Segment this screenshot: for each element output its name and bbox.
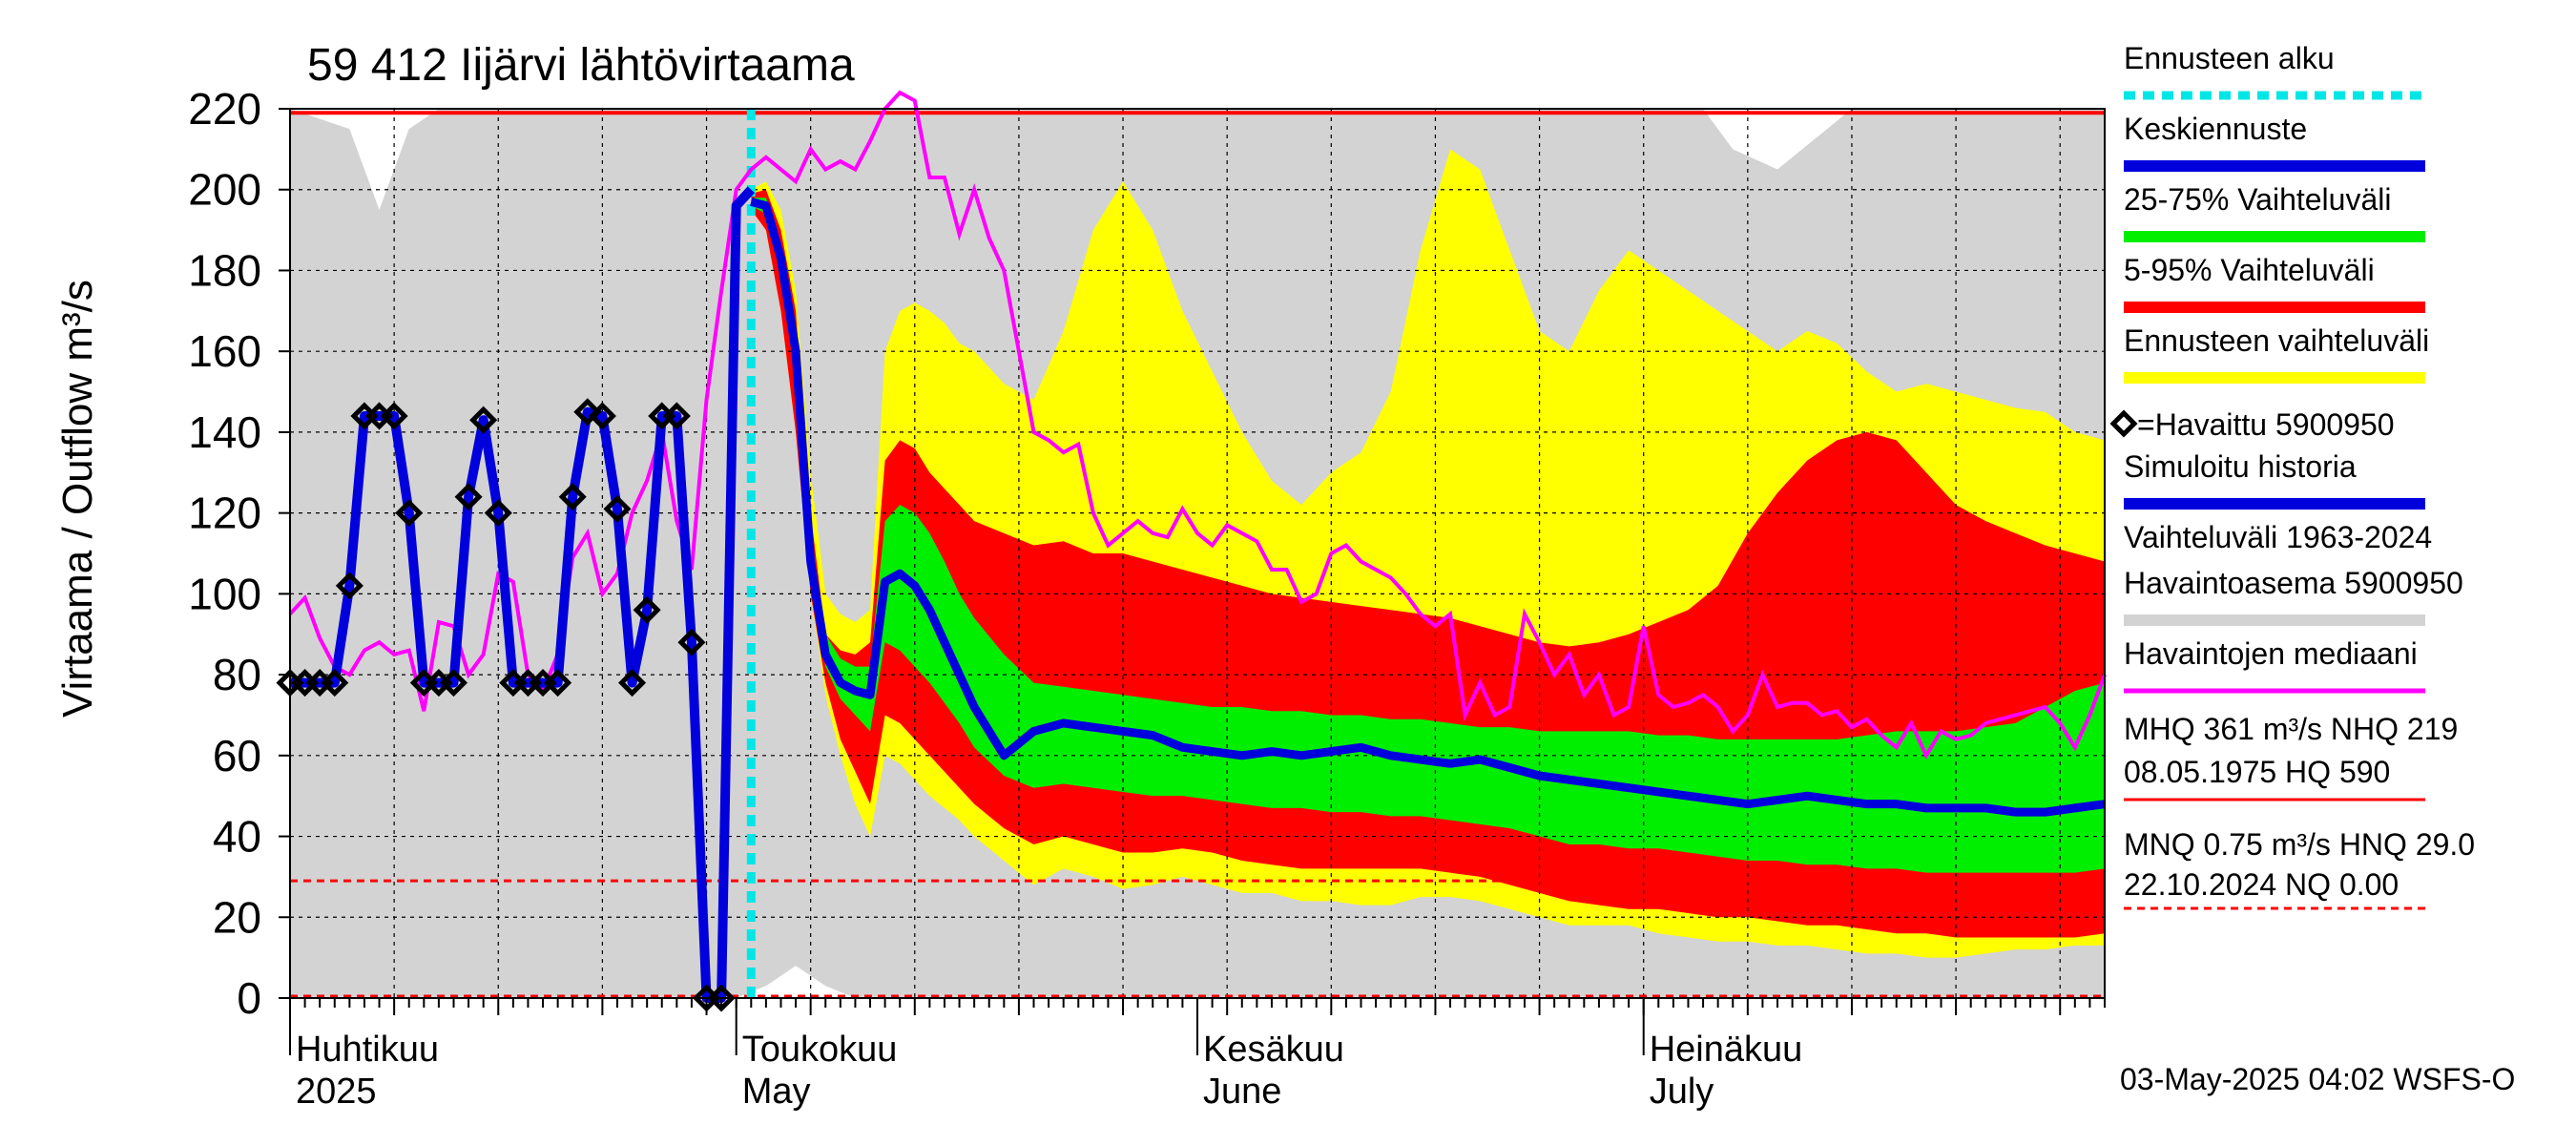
observed-markers — [276, 398, 736, 1012]
legend-label: Keskiennuste — [2124, 112, 2307, 146]
chart-title: 59 412 Iijärvi lähtövirtaama — [307, 40, 855, 91]
legend-label: Havaintoasema 5900950 — [2124, 566, 2463, 600]
gridlines — [289, 108, 2105, 999]
observed-point — [380, 402, 408, 430]
y-tick-label: 100 — [188, 569, 261, 618]
reference-lines — [290, 109, 2105, 998]
observed-point — [395, 499, 424, 528]
month-label-en: June — [1203, 1072, 1281, 1112]
observed-point — [469, 406, 498, 434]
month-label-en: May — [742, 1072, 811, 1112]
observed-point — [618, 669, 647, 697]
observed-point — [484, 499, 512, 528]
observed-point — [588, 402, 616, 430]
band-25-75 — [751, 198, 2105, 873]
y-tick-labels: 0 20 40 60 80 100 120 140 160 180 200 220 — [188, 84, 261, 1023]
observed-point — [544, 669, 572, 697]
y-tick-label: 200 — [188, 165, 261, 215]
legend-marker — [2109, 409, 2138, 438]
legend-label: Simuloitu historia — [2124, 449, 2357, 484]
y-axis-label: Virtaama / Outflow m³/s — [54, 280, 101, 718]
stats-line-3: MNQ 0.75 m³/s HNQ 29.0 — [2124, 827, 2475, 862]
y-tick-label: 220 — [188, 84, 261, 134]
y-tick-label: 160 — [188, 326, 261, 376]
legend-label: =Havaittu 5900950 — [2137, 407, 2395, 442]
observed-point — [439, 669, 468, 697]
median-line — [288, 90, 2107, 760]
y-tick-label: 80 — [213, 650, 261, 699]
stats-line-4: 22.10.2024 NQ 0.00 — [2124, 867, 2399, 902]
footer-timestamp: 03-May-2025 04:02 WSFS-O — [2120, 1062, 2515, 1096]
y-tick-label: 120 — [188, 489, 261, 538]
axes — [279, 108, 2106, 1055]
stats-line-2: 08.05.1975 HQ 590 — [2124, 755, 2390, 789]
observed-point — [662, 402, 691, 430]
legend-label: Ennusteen vaihteluväli — [2124, 323, 2429, 358]
y-tick-label: 0 — [237, 973, 261, 1023]
month-label-fi: Kesäkuu — [1203, 1030, 1344, 1070]
legend-label: Ennusteen alku — [2124, 41, 2335, 75]
y-tick-label: 40 — [213, 812, 261, 862]
y-tick-label: 180 — [188, 245, 261, 295]
stats-line-1: MHQ 361 m³/s NHQ 219 — [2124, 712, 2458, 746]
legend: Ennusteen alku Keskiennuste 25-75% Vaihtel… — [2109, 41, 2463, 694]
observed-point — [677, 628, 706, 656]
month-label-en: July — [1650, 1072, 1714, 1112]
month-label-fi: Huhtikuu — [296, 1030, 439, 1070]
observed-point — [573, 398, 602, 427]
month-label-en: 2025 — [296, 1072, 377, 1112]
observed-point — [707, 984, 736, 1012]
legend-label: 25-75% Vaihteluväli — [2124, 182, 2391, 217]
observed-point — [321, 669, 349, 697]
mean-forecast-line — [750, 198, 2106, 817]
observed-point — [454, 483, 483, 511]
observed-point — [633, 595, 661, 624]
y-tick-label: 140 — [188, 407, 261, 457]
observed-point — [603, 494, 632, 523]
month-label-fi: Heinäkuu — [1650, 1030, 1803, 1070]
y-tick-label: 20 — [213, 892, 261, 942]
y-tick-label: 60 — [213, 731, 261, 781]
legend-label: Havaintojen mediaani — [2124, 636, 2418, 671]
month-label-fi: Toukokuu — [742, 1030, 898, 1070]
legend-label: 5-95% Vaihteluväli — [2124, 253, 2375, 287]
observed-point — [335, 572, 364, 600]
legend-label: Vaihteluväli 1963-2024 — [2124, 520, 2432, 554]
observed-point — [558, 483, 587, 511]
